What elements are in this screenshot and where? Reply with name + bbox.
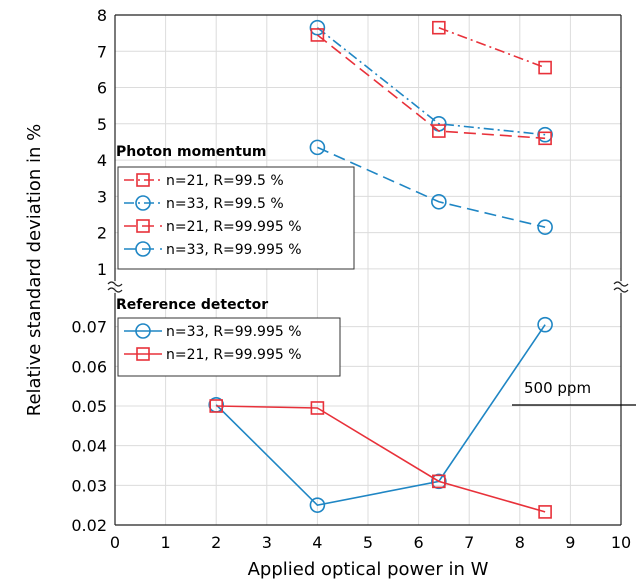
series-top-2 bbox=[310, 28, 552, 146]
legends: Photon momentum n=21, R=99.5 % n=33, R=99.… bbox=[116, 144, 355, 377]
x-tick-label: 10 bbox=[611, 533, 631, 552]
legend-title: Reference detector bbox=[116, 297, 268, 313]
series-line bbox=[438, 26, 546, 69]
legend-marker bbox=[135, 241, 151, 257]
legend-entry: n=21, R=99.995 % bbox=[166, 347, 302, 363]
data-point bbox=[432, 124, 446, 138]
annotation-text: 500 ppm bbox=[524, 379, 591, 397]
y-tick-label-top: 2 bbox=[97, 224, 107, 243]
x-tick-label: 2 bbox=[211, 533, 221, 552]
data-point bbox=[209, 399, 223, 413]
axis-break bbox=[613, 287, 629, 293]
y-tick-label-top: 3 bbox=[97, 187, 107, 206]
data-point bbox=[431, 473, 447, 490]
data-point bbox=[537, 219, 553, 235]
y-tick-label-bottom: 0.04 bbox=[71, 437, 107, 456]
x-tick-label: 3 bbox=[262, 533, 272, 552]
legend-title: Photon momentum bbox=[116, 144, 267, 160]
legend-marker bbox=[135, 195, 151, 211]
series-line bbox=[216, 405, 546, 513]
tick-labels: 1 2 3 4 5 6 7 8 0.02 0.03 0.04 0.05 0.06 0.07 0 1 2 3 4 5 6 7… bbox=[71, 6, 631, 552]
legend: Photon momentum n=21, R=99.5 % n=33, R=99.… bbox=[116, 144, 355, 270]
y-axis-label: Relative standard deviation in % bbox=[24, 124, 45, 417]
data-point bbox=[432, 474, 446, 489]
legend-marker bbox=[136, 219, 150, 233]
x-tick-label: 5 bbox=[363, 533, 373, 552]
legend-entry: n=33, R=99.995 % bbox=[166, 242, 302, 258]
x-tick-label: 1 bbox=[161, 533, 171, 552]
series-top-3 bbox=[309, 139, 553, 235]
legend-entry: n=33, R=99.995 % bbox=[166, 324, 302, 340]
data-point bbox=[310, 28, 325, 42]
legend-marker bbox=[135, 323, 151, 339]
legend-entry: n=21, R=99.5 % bbox=[166, 173, 284, 189]
y-tick-label-top: 7 bbox=[97, 42, 107, 61]
y-tick-label-top: 1 bbox=[97, 260, 107, 279]
data-point bbox=[310, 401, 325, 415]
series-top-0 bbox=[432, 20, 552, 75]
axis-break bbox=[107, 281, 123, 287]
series-line bbox=[316, 34, 546, 140]
x-tick-label: 6 bbox=[414, 533, 424, 552]
data-point bbox=[431, 193, 447, 210]
x-axis-label: Applied optical power in W bbox=[248, 559, 489, 580]
data-point bbox=[309, 497, 326, 513]
x-tick-label: 9 bbox=[565, 533, 575, 552]
y-tick-label-top: 4 bbox=[97, 151, 107, 170]
y-tick-label-bottom: 0.06 bbox=[71, 357, 107, 376]
legend-entry: n=21, R=99.995 % bbox=[166, 219, 302, 235]
y-tick-label-top: 6 bbox=[97, 79, 107, 98]
y-tick-label-top: 5 bbox=[97, 115, 107, 134]
data-point bbox=[432, 20, 446, 35]
series-top-1 bbox=[309, 19, 553, 143]
axis-break bbox=[613, 281, 629, 287]
legend: Reference detector n=33, R=99.995 % n=21, … bbox=[116, 297, 341, 377]
y-tick-label-top: 8 bbox=[97, 6, 107, 25]
series-line bbox=[317, 146, 546, 228]
y-tick-label-bottom: 0.05 bbox=[71, 397, 107, 416]
plot-frame bbox=[107, 14, 629, 526]
legend-marker bbox=[136, 173, 150, 187]
data-point bbox=[538, 505, 552, 519]
series-line bbox=[215, 324, 546, 507]
y-tick-label-bottom: 0.02 bbox=[71, 516, 107, 535]
data-point bbox=[537, 316, 553, 333]
y-tick-label-bottom: 0.07 bbox=[71, 318, 107, 337]
legend-box bbox=[117, 317, 341, 377]
legend-marker bbox=[136, 347, 150, 361]
series-line bbox=[316, 27, 546, 136]
data-point bbox=[309, 139, 326, 156]
y-tick-label-bottom: 0.03 bbox=[71, 476, 107, 495]
legend-entry: n=33, R=99.5 % bbox=[166, 196, 284, 212]
axis-break bbox=[107, 287, 123, 293]
data-point bbox=[537, 126, 553, 143]
annotation-500ppm: 500 ppm bbox=[512, 379, 636, 406]
data-point bbox=[538, 131, 552, 146]
x-tick-label: 8 bbox=[515, 533, 525, 552]
series-bottom-1 bbox=[209, 399, 552, 519]
x-tick-label: 7 bbox=[464, 533, 474, 552]
legend-box bbox=[117, 166, 355, 270]
data-point bbox=[538, 60, 552, 75]
x-tick-label: 4 bbox=[312, 533, 322, 552]
series-group bbox=[208, 19, 553, 519]
data-point bbox=[309, 19, 326, 36]
x-tick-label: 0 bbox=[110, 533, 120, 552]
